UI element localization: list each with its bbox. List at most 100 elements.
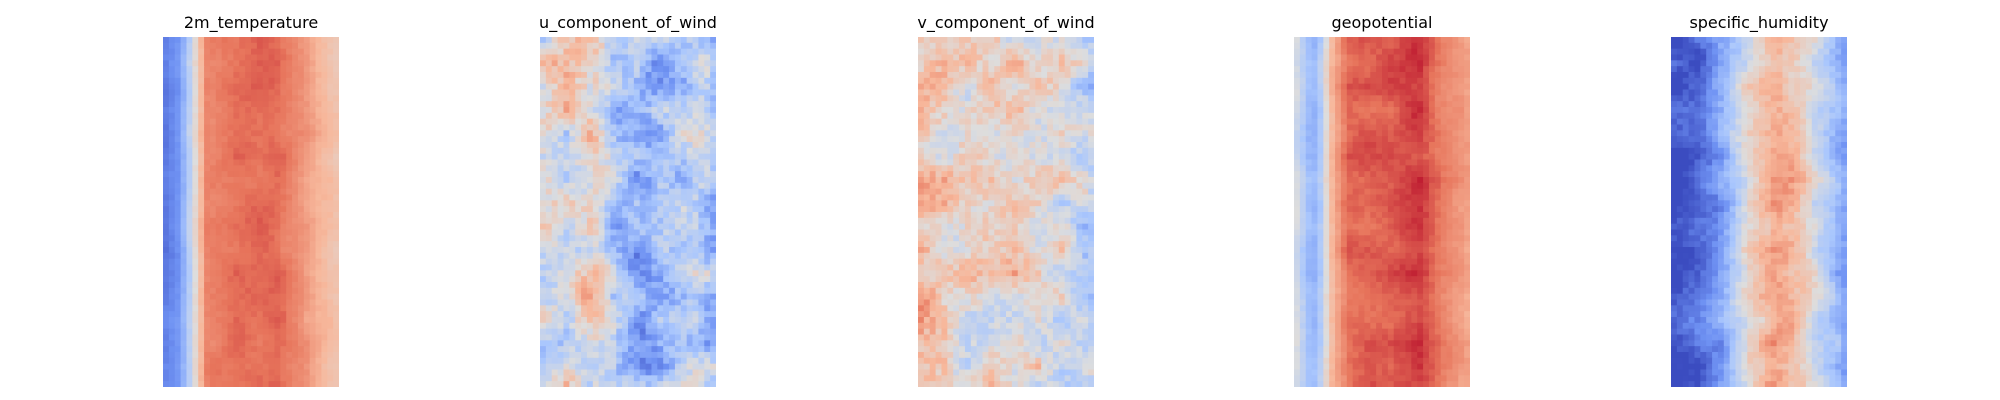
heatmap-cell	[1041, 206, 1048, 213]
heatmap-cell	[163, 223, 170, 231]
heatmap-cell	[645, 357, 653, 365]
panel-title: v_component_of_wind	[917, 13, 1095, 32]
heatmap-cell	[315, 194, 322, 201]
heatmap-cell	[581, 118, 588, 126]
heatmap-cell	[309, 118, 317, 126]
heatmap-cell	[297, 229, 305, 236]
heatmap-cell	[692, 317, 699, 324]
heatmap-cell	[198, 165, 205, 172]
heatmap-cell	[1064, 252, 1072, 260]
heatmap-cell	[333, 258, 339, 266]
heatmap-cell	[929, 66, 937, 73]
heatmap-cell	[663, 352, 670, 359]
heatmap-cell	[180, 177, 188, 184]
heatmap-cell	[251, 346, 258, 353]
heatmap-cell	[192, 282, 199, 289]
heatmap-cell	[929, 177, 937, 184]
heatmap-cell	[1047, 229, 1054, 236]
heatmap-cell	[616, 241, 623, 248]
heatmap-cell	[551, 95, 559, 102]
heatmap-cell	[645, 37, 653, 44]
heatmap-cell	[918, 165, 925, 172]
heatmap-cell	[192, 247, 199, 254]
heatmap-cell	[598, 60, 606, 67]
heatmap-cell	[604, 317, 611, 324]
heatmap-cell	[186, 95, 193, 102]
heatmap-cell	[315, 54, 322, 61]
heatmap-cell	[186, 357, 193, 365]
heatmap-cell	[923, 124, 931, 131]
heatmap-cell	[286, 124, 293, 131]
heatmap-cell	[953, 177, 960, 184]
heatmap-cell	[1058, 147, 1066, 155]
heatmap-cell	[935, 299, 943, 306]
heatmap-cell	[704, 124, 711, 131]
heatmap-cell	[698, 270, 705, 277]
heatmap-cell	[1017, 153, 1025, 161]
heatmap-cell	[918, 60, 925, 67]
heatmap-cell	[180, 276, 188, 283]
heatmap-cell	[575, 322, 582, 330]
heatmap-cell	[327, 112, 334, 120]
heatmap-cell	[645, 212, 653, 219]
heatmap-cell	[994, 54, 1001, 61]
heatmap-cell	[988, 37, 995, 44]
heatmap-cell	[964, 235, 972, 242]
heatmap-cell	[692, 305, 699, 312]
heatmap-cell	[186, 136, 193, 143]
heatmap-cell	[628, 235, 635, 242]
heatmap-cell	[918, 130, 925, 137]
heatmap-cell	[327, 177, 334, 184]
heatmap-cell	[575, 381, 582, 387]
heatmap-cell	[180, 153, 188, 161]
heatmap-cell	[198, 118, 205, 126]
heatmap-cell	[163, 77, 170, 85]
heatmap-cell	[622, 334, 629, 341]
heatmap-cell	[616, 95, 623, 102]
heatmap-cell	[551, 264, 559, 271]
heatmap-cell	[663, 206, 670, 213]
heatmap-cell	[321, 95, 328, 102]
heatmap-cell	[174, 177, 182, 184]
heatmap-cell	[327, 264, 334, 271]
heatmap-cell	[633, 293, 641, 301]
heatmap-cell	[704, 60, 711, 67]
heatmap-cell	[303, 101, 311, 108]
heatmap-cell	[321, 264, 328, 271]
heatmap-cell	[186, 66, 193, 73]
heatmap-cell	[698, 48, 705, 56]
heatmap-cell	[239, 194, 246, 201]
heatmap-cell	[303, 153, 311, 161]
heatmap-cell	[970, 159, 978, 166]
heatmap-cell	[686, 37, 694, 44]
heatmap-cell	[692, 241, 699, 248]
heatmap-cell	[633, 363, 641, 371]
heatmap-cell	[315, 177, 322, 184]
heatmap-cell	[947, 66, 954, 73]
heatmap-cell	[274, 369, 281, 376]
heatmap-cell	[581, 83, 588, 91]
heatmap-cell	[669, 322, 676, 330]
heatmap-cell	[315, 212, 322, 219]
heatmap-cell	[215, 118, 223, 126]
heatmap-cell	[1017, 147, 1025, 155]
heatmap-cell	[262, 328, 270, 336]
heatmap-cell	[198, 77, 205, 85]
heatmap-cell	[256, 247, 264, 254]
heatmap-cell	[168, 340, 176, 347]
heatmap-cell	[1047, 136, 1054, 143]
heatmap-cell	[1006, 72, 1013, 79]
heatmap-cell	[174, 107, 182, 114]
heatmap-cell	[674, 293, 682, 301]
heatmap-cell	[994, 60, 1001, 67]
heatmap-cell	[610, 200, 617, 207]
heatmap-cell	[245, 159, 252, 166]
heatmap-cell	[1070, 217, 1077, 225]
heatmap-cell	[686, 200, 694, 207]
heatmap-cell	[1029, 118, 1036, 126]
heatmap-cell	[174, 83, 182, 91]
heatmap-cell	[616, 299, 623, 306]
heatmap-cell	[976, 223, 984, 231]
heatmap-cell	[1052, 194, 1060, 201]
heatmap-cell	[1011, 200, 1019, 207]
